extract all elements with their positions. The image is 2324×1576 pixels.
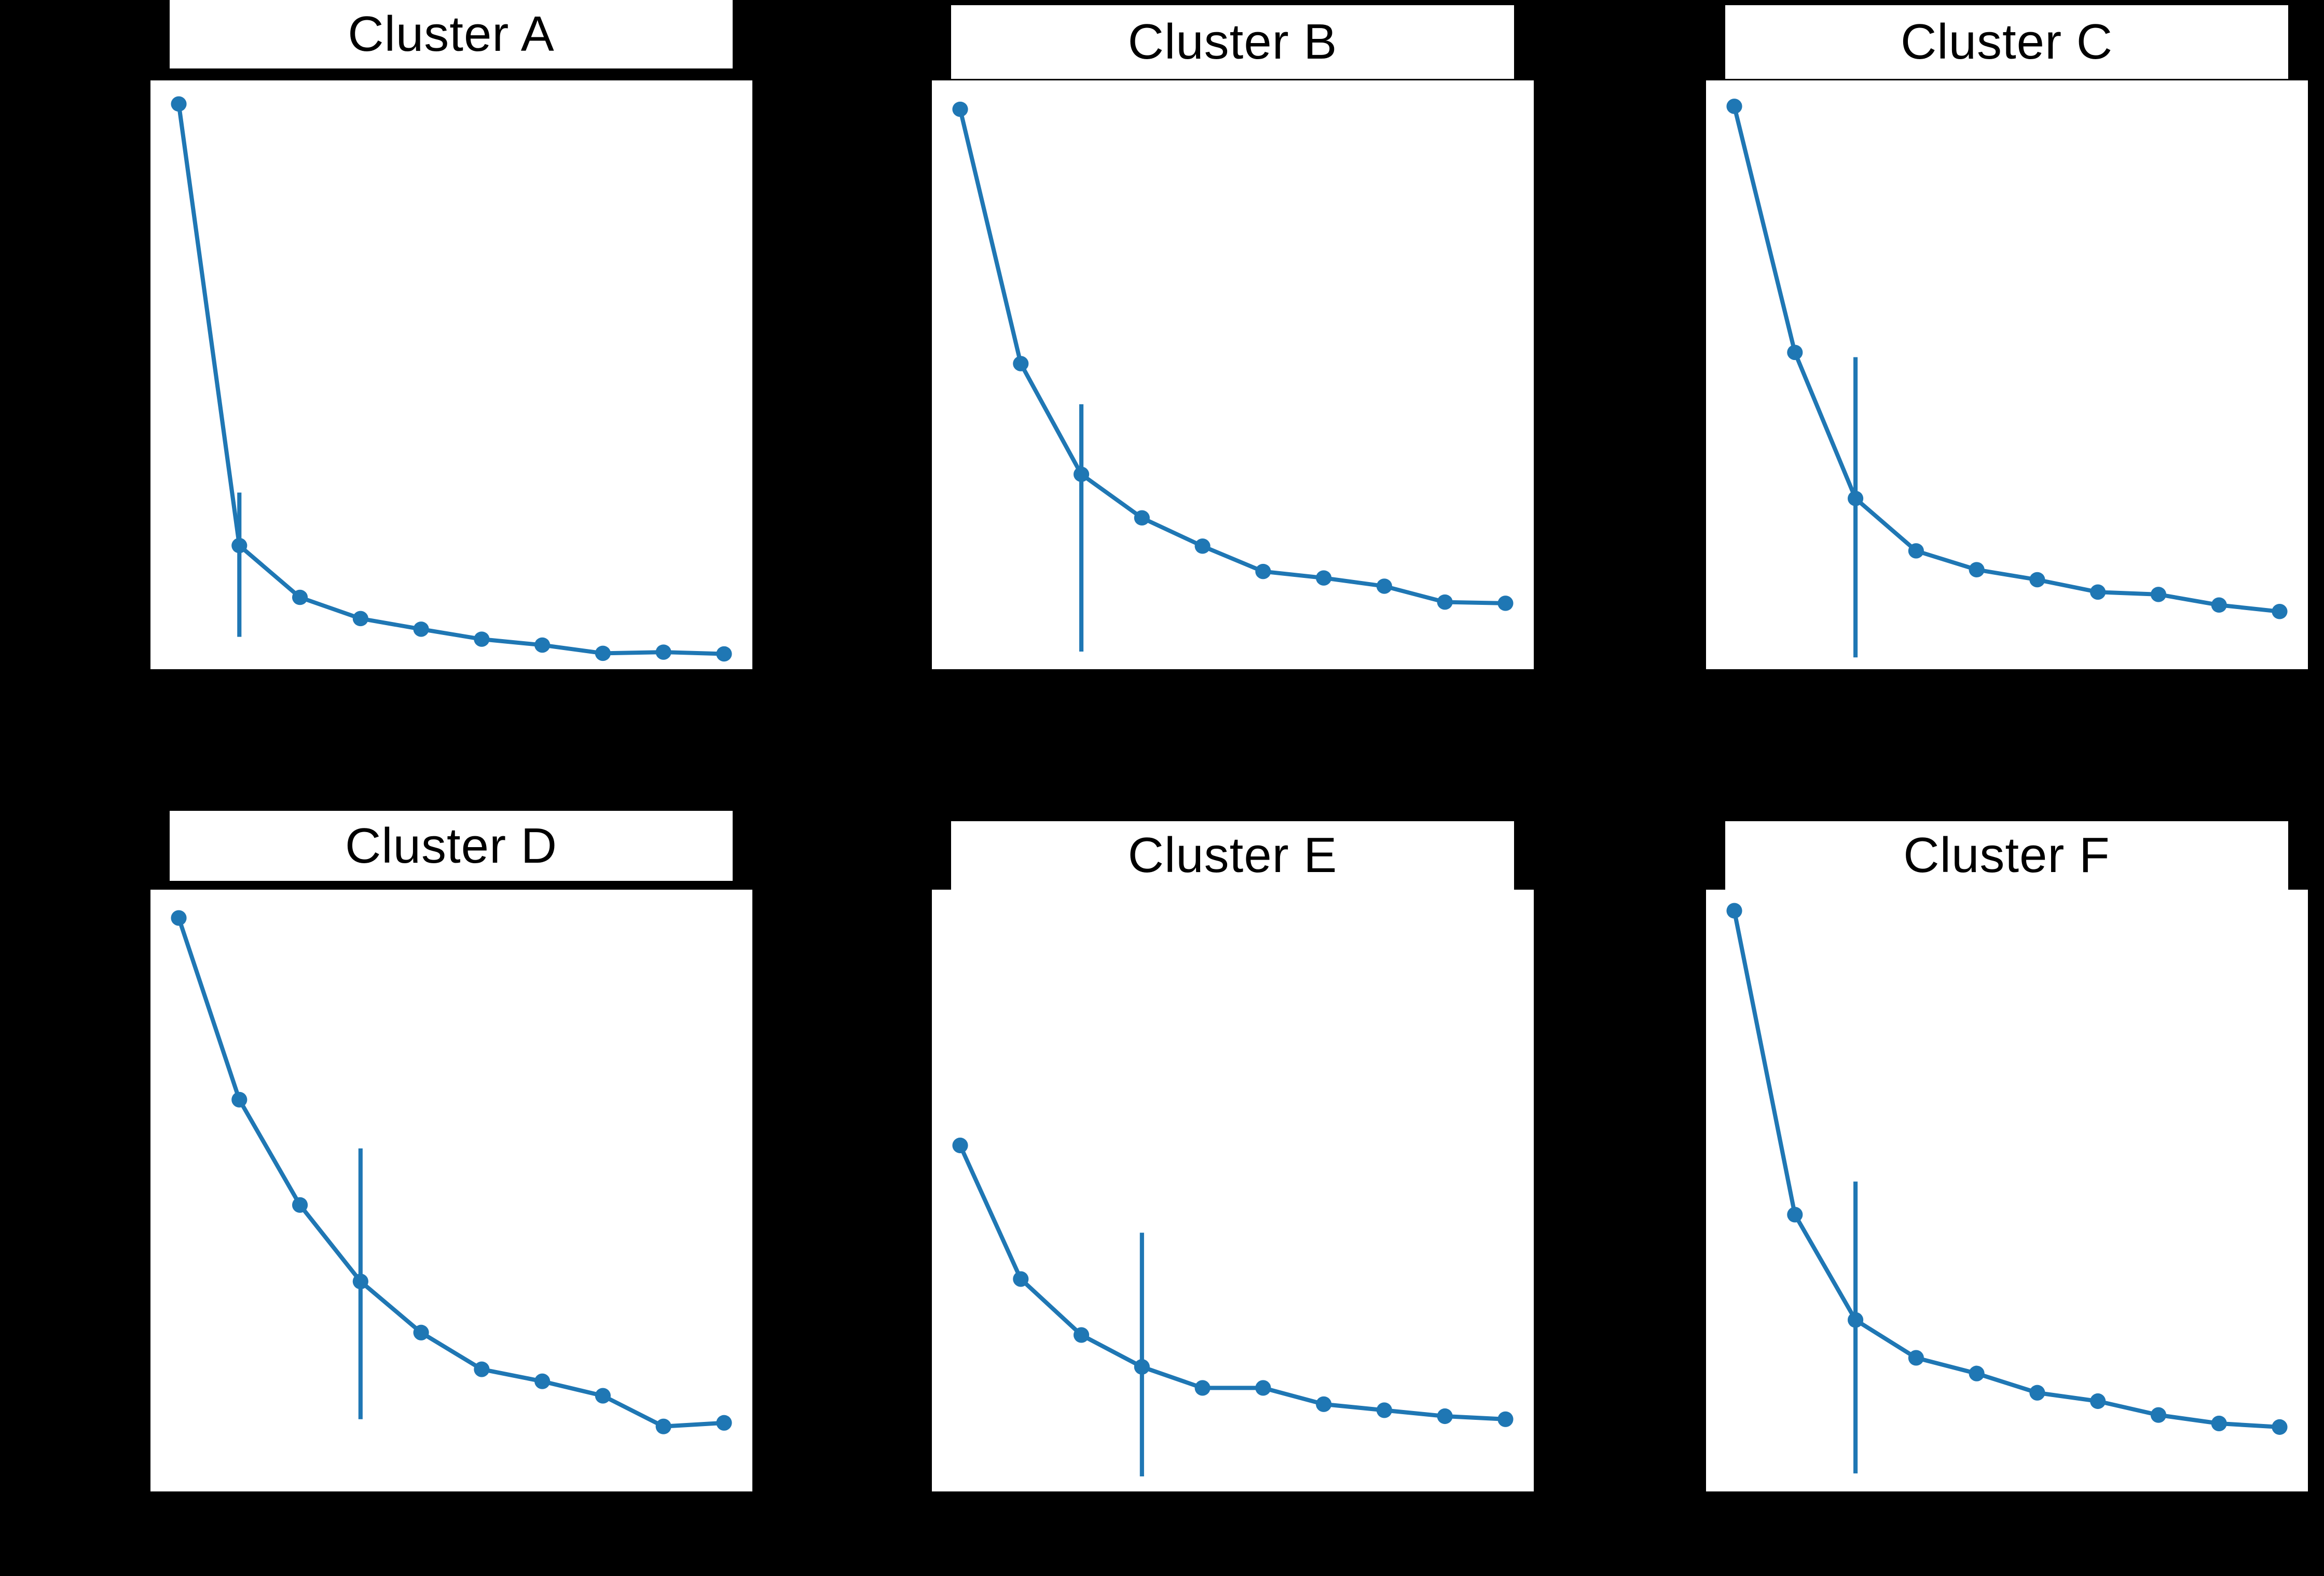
data-point-marker bbox=[1013, 1271, 1029, 1287]
elbow-chart-cluster-d bbox=[171, 910, 732, 1434]
subplot-title-text: Cluster F bbox=[1903, 827, 2110, 883]
inertia-curve bbox=[176, 103, 724, 656]
elbow-chart-cluster-e bbox=[952, 1137, 1514, 1476]
data-point-marker bbox=[1013, 356, 1029, 371]
data-point-marker bbox=[2090, 584, 2106, 600]
data-point-marker bbox=[716, 646, 732, 662]
data-point-marker bbox=[1847, 1312, 1864, 1328]
inertia-curve bbox=[1732, 910, 2280, 1429]
data-point-marker bbox=[2090, 1393, 2106, 1409]
subplot-title-cluster-a: Cluster A bbox=[170, 0, 733, 68]
data-point-marker bbox=[231, 537, 247, 554]
data-point-marker bbox=[1255, 1380, 1271, 1396]
elbow-chart-cluster-c bbox=[1726, 99, 2288, 658]
subplot-title-cluster-e: Cluster E bbox=[951, 821, 1514, 890]
data-point-marker bbox=[1073, 466, 1090, 482]
data-point-marker bbox=[474, 1361, 490, 1377]
data-point-marker bbox=[1316, 570, 1332, 586]
data-point-marker bbox=[1194, 538, 1211, 554]
data-point-marker bbox=[1969, 1365, 1985, 1381]
elbow-chart-cluster-f bbox=[1726, 903, 2288, 1474]
data-point-marker bbox=[1255, 563, 1271, 579]
data-point-marker bbox=[716, 1415, 732, 1431]
data-point-marker bbox=[952, 101, 968, 117]
data-point-marker bbox=[1497, 596, 1514, 611]
data-point-marker bbox=[1134, 510, 1150, 526]
subplot-title-text: Cluster C bbox=[1900, 14, 2113, 70]
subplot-cluster-a bbox=[150, 80, 752, 669]
data-point-marker bbox=[2150, 587, 2167, 602]
data-point-marker bbox=[1073, 1327, 1090, 1343]
data-point-marker bbox=[1726, 903, 1742, 919]
subplot-title-text: Cluster D bbox=[345, 818, 558, 874]
data-point-marker bbox=[2211, 1415, 2227, 1431]
data-point-marker bbox=[2029, 1385, 2045, 1401]
data-point-marker bbox=[1437, 594, 1453, 610]
subplot-title-text: Cluster E bbox=[1127, 827, 1338, 883]
subplot-cluster-c bbox=[1706, 80, 2308, 669]
elbow-chart-cluster-b bbox=[952, 101, 1514, 652]
data-point-marker bbox=[655, 1418, 671, 1434]
inertia-curve bbox=[176, 917, 724, 1429]
data-point-marker bbox=[952, 1137, 968, 1154]
subplot-cluster-d bbox=[150, 890, 752, 1491]
data-point-marker bbox=[1787, 344, 1803, 361]
data-point-marker bbox=[1376, 578, 1393, 594]
data-point-marker bbox=[352, 1274, 368, 1290]
inertia-curve bbox=[958, 1144, 1506, 1421]
subplot-cluster-b bbox=[932, 80, 1534, 669]
data-point-marker bbox=[1908, 543, 1924, 559]
data-point-marker bbox=[231, 1091, 247, 1108]
data-point-marker bbox=[534, 637, 551, 653]
data-point-marker bbox=[2150, 1407, 2167, 1423]
inertia-curve bbox=[1732, 106, 2280, 614]
data-point-marker bbox=[1847, 491, 1864, 506]
data-point-marker bbox=[171, 910, 187, 926]
data-point-marker bbox=[1437, 1408, 1453, 1425]
data-point-marker bbox=[1194, 1380, 1211, 1396]
data-point-marker bbox=[2029, 572, 2045, 588]
data-point-marker bbox=[352, 611, 368, 627]
data-point-marker bbox=[474, 631, 490, 647]
data-point-marker bbox=[413, 1324, 429, 1340]
data-point-marker bbox=[1316, 1396, 1332, 1412]
data-point-marker bbox=[413, 621, 429, 637]
subplot-title-cluster-b: Cluster B bbox=[951, 5, 1514, 79]
data-point-marker bbox=[595, 1388, 611, 1404]
data-point-marker bbox=[595, 645, 611, 661]
data-point-marker bbox=[534, 1373, 551, 1389]
data-point-marker bbox=[2211, 597, 2227, 613]
data-point-marker bbox=[655, 644, 671, 660]
data-point-marker bbox=[1908, 1350, 1924, 1366]
elbow-chart-cluster-a bbox=[171, 96, 732, 662]
data-point-marker bbox=[1376, 1402, 1393, 1418]
data-point-marker bbox=[1726, 99, 1742, 114]
data-point-marker bbox=[1134, 1359, 1150, 1375]
data-point-marker bbox=[292, 589, 308, 605]
inertia-curve bbox=[958, 108, 1506, 605]
subplot-cluster-e bbox=[932, 890, 1534, 1491]
subplot-title-text: Cluster A bbox=[348, 6, 555, 62]
subplot-title-cluster-c: Cluster C bbox=[1725, 5, 2288, 79]
data-point-marker bbox=[1787, 1207, 1803, 1223]
subplot-cluster-f bbox=[1706, 890, 2308, 1491]
subplot-title-cluster-d: Cluster D bbox=[170, 811, 733, 881]
data-point-marker bbox=[2272, 1419, 2288, 1435]
subplot-title-cluster-f: Cluster F bbox=[1725, 821, 2288, 890]
data-point-marker bbox=[1497, 1411, 1514, 1427]
data-point-marker bbox=[292, 1197, 308, 1213]
data-point-marker bbox=[1969, 562, 1985, 577]
subplot-title-text: Cluster B bbox=[1127, 14, 1338, 70]
data-point-marker bbox=[2272, 604, 2288, 619]
data-point-marker bbox=[171, 96, 187, 112]
